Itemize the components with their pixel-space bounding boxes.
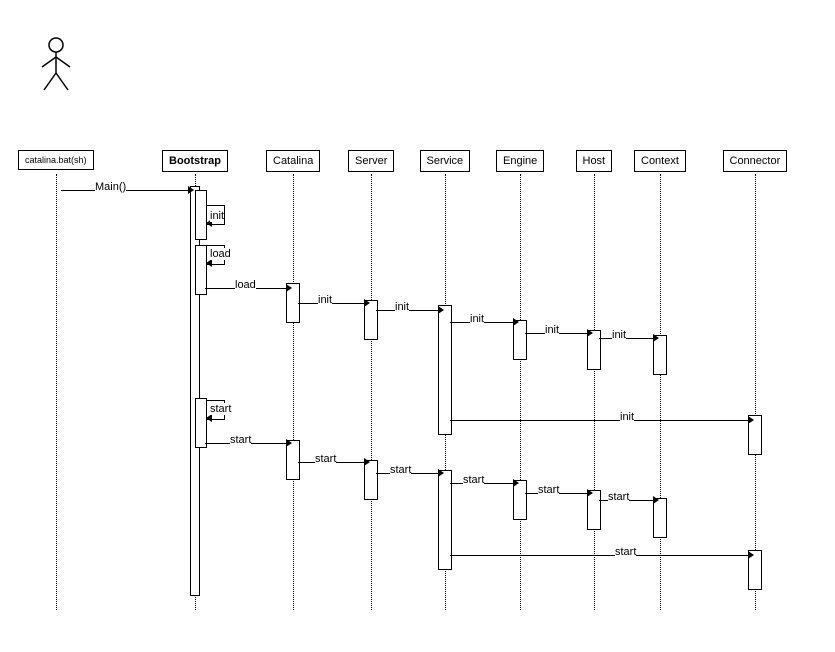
message-label: start: [390, 464, 411, 476]
message-label: init: [318, 294, 332, 306]
arrow-head: [587, 329, 593, 337]
participant-catalina_bat: catalina.bat(sh): [18, 150, 94, 170]
message-label: start: [230, 434, 251, 446]
message-label: init: [395, 301, 409, 313]
message-label: start: [615, 546, 636, 558]
message-arrow: [450, 555, 748, 556]
participant-bootstrap: Bootstrap: [162, 150, 228, 172]
lifeline-context: [660, 174, 661, 610]
arrow-head: [206, 414, 212, 422]
arrow-head: [286, 439, 292, 447]
message-label: init: [620, 411, 634, 423]
participant-host: Host: [576, 150, 613, 172]
message-label: start: [315, 453, 336, 465]
actor-icon: [36, 35, 76, 95]
participant-engine: Engine: [496, 150, 544, 172]
lifeline-catalina_bat: [56, 174, 57, 610]
arrow-head: [364, 299, 370, 307]
lifeline-connector: [755, 174, 756, 610]
message-label: start: [608, 491, 629, 503]
arrow-head: [188, 186, 194, 194]
activation-engine: [513, 320, 527, 360]
participant-service: Service: [420, 150, 471, 172]
message-label: start: [210, 403, 231, 415]
lifeline-catalina: [293, 174, 294, 610]
arrow-head: [364, 458, 370, 466]
message-arrow: [450, 420, 748, 421]
arrow-head: [513, 318, 519, 326]
message-label: init: [470, 313, 484, 325]
arrow-head: [513, 479, 519, 487]
participant-connector: Connector: [723, 150, 788, 172]
message-label: init: [545, 324, 559, 336]
arrow-head: [438, 306, 444, 314]
activation-context: [653, 498, 667, 538]
arrow-head: [206, 259, 212, 267]
arrow-head: [286, 284, 292, 292]
message-label: load: [210, 248, 231, 260]
arrow-head: [748, 416, 754, 424]
message-label: init: [612, 329, 626, 341]
message-label: start: [463, 474, 484, 486]
participant-context: Context: [634, 150, 686, 172]
activation-service: [438, 305, 452, 435]
lifeline-host: [594, 174, 595, 610]
arrow-head: [653, 496, 659, 504]
message-label: Main(): [95, 181, 126, 193]
lifeline-engine: [520, 174, 521, 610]
message-label: load: [235, 279, 256, 291]
arrow-head: [748, 551, 754, 559]
message-label: start: [538, 484, 559, 496]
participant-server: Server: [348, 150, 394, 172]
arrow-head: [653, 334, 659, 342]
lifeline-server: [371, 174, 372, 610]
arrow-head: [587, 489, 593, 497]
arrow-head: [438, 469, 444, 477]
participant-catalina: Catalina: [266, 150, 320, 172]
activation-server: [364, 460, 378, 500]
message-label: init: [210, 210, 224, 222]
